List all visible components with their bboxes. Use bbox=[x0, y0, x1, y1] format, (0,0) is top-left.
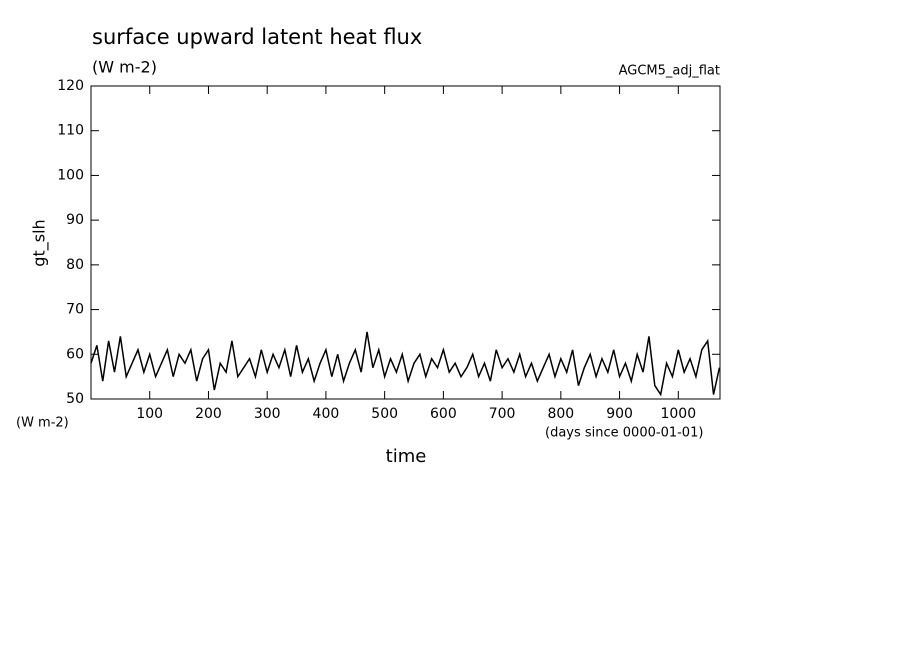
y-units: (W m-2) bbox=[16, 416, 69, 431]
x-axis-label: time bbox=[386, 446, 427, 467]
y-tick-label: 90 bbox=[66, 212, 84, 228]
x-tick-label: 200 bbox=[195, 406, 222, 422]
x-tick-label: 700 bbox=[489, 406, 516, 422]
x-units: (days since 0000-01-01) bbox=[545, 426, 703, 441]
chart-title: surface upward latent heat flux bbox=[92, 25, 422, 49]
y-tick-label: 100 bbox=[57, 167, 84, 183]
data-line bbox=[90, 331, 721, 397]
x-tick-label: 600 bbox=[430, 406, 457, 422]
chart-subtitle: (W m-2) bbox=[92, 58, 157, 77]
y-tick-label: 120 bbox=[57, 78, 84, 94]
x-tick-label: 800 bbox=[547, 406, 574, 422]
x-tick-label: 300 bbox=[254, 406, 281, 422]
y-tick-label: 110 bbox=[57, 123, 84, 139]
y-tick-label: 70 bbox=[66, 302, 84, 318]
x-tick-label: 400 bbox=[313, 406, 340, 422]
x-tick-label: 100 bbox=[136, 406, 163, 422]
y-tick-label: 80 bbox=[66, 257, 84, 273]
y-tick-label: 60 bbox=[66, 346, 84, 362]
y-axis-label: gt_slh bbox=[30, 219, 50, 266]
annotation: AGCM5_adj_flat bbox=[619, 64, 720, 79]
x-tick-label: 1000 bbox=[660, 406, 696, 422]
plot-frame bbox=[90, 85, 721, 400]
x-tick-label: 500 bbox=[371, 406, 398, 422]
x-tick-label: 900 bbox=[606, 406, 633, 422]
y-tick-label: 50 bbox=[66, 391, 84, 407]
